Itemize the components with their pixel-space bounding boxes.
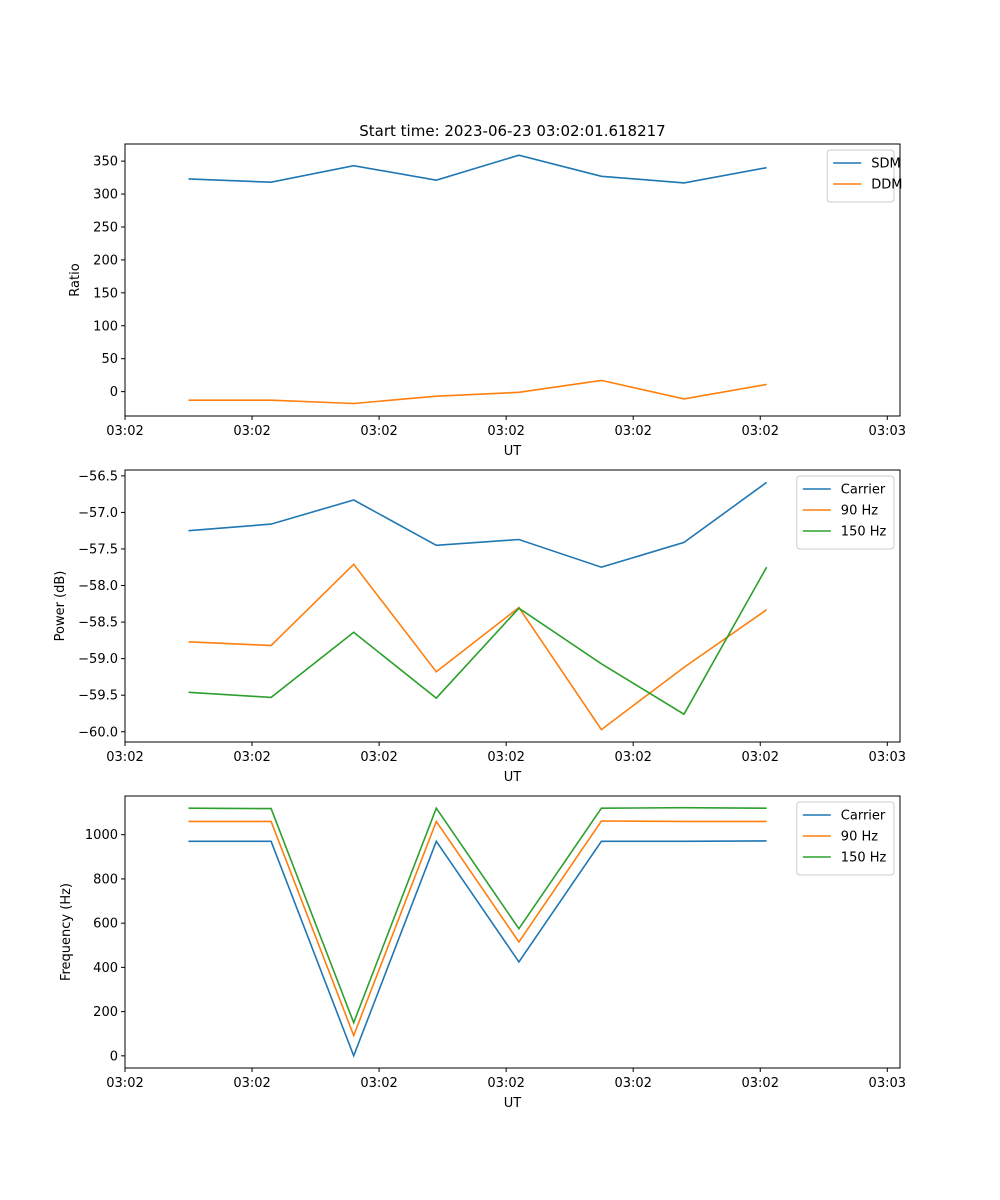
y-tick-label: −57.5 — [78, 542, 118, 557]
legend-label: 90 Hz — [841, 504, 878, 519]
series-line-sdm — [188, 154, 767, 184]
y-tick-label: −59.5 — [78, 689, 118, 704]
y-tick-label: 200 — [93, 1005, 118, 1020]
y-tick-label: 300 — [93, 188, 118, 203]
legend-label: 150 Hz — [841, 525, 887, 540]
series-line-150-hz — [188, 806, 767, 1025]
legend: Carrier 90 Hz 150 Hz — [796, 475, 895, 550]
x-tick-label: 03:02 — [106, 1076, 143, 1091]
x-tick-label: 03:02 — [106, 424, 143, 439]
x-tick-label: 03:02 — [487, 750, 524, 765]
x-tick-label: 03:02 — [360, 1076, 397, 1091]
series-line-carrier — [188, 481, 768, 569]
y-tick-label: 50 — [101, 352, 118, 367]
y-axis-label: Power (dB) — [53, 571, 68, 642]
legend-label: 90 Hz — [841, 830, 878, 845]
y-tick-label: 200 — [93, 253, 118, 268]
series-line-ddm — [188, 379, 767, 405]
y-tick-label: 400 — [93, 961, 118, 976]
legend: Carrier 90 Hz 150 Hz — [796, 801, 895, 876]
x-tick-label: 03:02 — [233, 424, 270, 439]
legend-label: Carrier — [841, 483, 886, 498]
x-tick-label: 03:02 — [742, 750, 779, 765]
series-line-90-hz — [188, 563, 768, 731]
x-tick-label: 03:02 — [742, 1076, 779, 1091]
y-tick-label: 800 — [93, 872, 118, 887]
legend-label: SDM — [871, 157, 900, 172]
y-tick-label: 0 — [110, 1049, 118, 1064]
x-tick-label: 03:02 — [614, 424, 651, 439]
y-tick-label: 600 — [93, 917, 118, 932]
y-axis-label: Frequency (Hz) — [59, 883, 74, 981]
legend-label: 150 Hz — [841, 851, 887, 866]
series-line-150-hz — [188, 566, 768, 716]
x-tick-label: 03:02 — [106, 750, 143, 765]
x-tick-label: 03:02 — [742, 424, 779, 439]
y-tick-label: −58.5 — [78, 616, 118, 631]
y-tick-label: 150 — [93, 286, 118, 301]
axes-frame — [124, 143, 901, 417]
x-tick-label: 03:02 — [360, 750, 397, 765]
x-tick-label: 03:03 — [869, 750, 906, 765]
x-axis-label: UT — [504, 444, 522, 459]
legend-label: Carrier — [841, 809, 886, 824]
y-tick-label: −57.0 — [78, 506, 118, 521]
series-line-90-hz — [188, 819, 767, 1038]
chart-panel-2: −60.0 −59.5 −59.0 −58.5 −58.0 −57.5 −57.0 −56.5… — [53, 469, 906, 785]
x-tick-label: 03:02 — [233, 1076, 270, 1091]
y-axis-label: Ratio — [68, 263, 83, 296]
y-tick-label: −56.5 — [78, 469, 118, 484]
y-tick-label: −59.0 — [78, 652, 118, 667]
axes-frame — [124, 795, 901, 1069]
series-line-carrier — [188, 839, 767, 1059]
legend: SDM DDM — [826, 149, 902, 203]
y-tick-label: −58.0 — [78, 579, 118, 594]
y-tick-label: 1000 — [85, 828, 118, 843]
x-tick-label: 03:02 — [614, 1076, 651, 1091]
x-axis-label: UT — [504, 1096, 522, 1111]
legend-label: DDM — [871, 178, 902, 193]
x-tick-label: 03:02 — [360, 424, 397, 439]
chart-panel-3: 0 200 400 600 800 1000 03:02 03:02 03:02 03:02 03:… — [59, 795, 906, 1111]
x-tick-label: 03:02 — [233, 750, 270, 765]
y-tick-label: 250 — [93, 220, 118, 235]
y-tick-label: 100 — [93, 319, 118, 334]
x-tick-label: 03:02 — [487, 1076, 524, 1091]
y-tick-label: 0 — [110, 385, 118, 400]
x-axis-label: UT — [504, 770, 522, 785]
axes-frame — [124, 469, 901, 743]
chart-panel-1: 0 50 100 150 200 250 300 350 03:02 03:02 03:02 03:0… — [68, 143, 906, 459]
x-tick-label: 03:03 — [869, 1076, 906, 1091]
x-tick-label: 03:03 — [869, 424, 906, 439]
y-tick-label: −60.0 — [78, 725, 118, 740]
figure-title: Start time: 2023-06-23 03:02:01.618217 — [359, 122, 665, 140]
x-tick-label: 03:02 — [614, 750, 651, 765]
y-tick-label: 350 — [93, 155, 118, 170]
x-tick-label: 03:02 — [487, 424, 524, 439]
